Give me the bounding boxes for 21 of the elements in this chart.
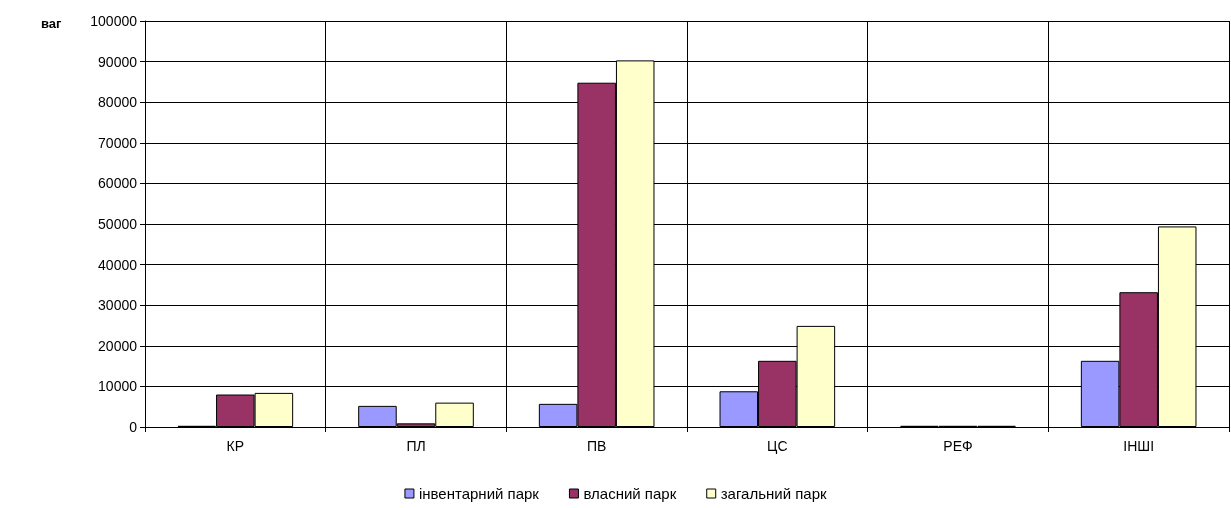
x-tick-label: ЦС <box>767 438 788 454</box>
y-tick-label: 70000 <box>98 134 138 151</box>
y-tick-label: 90000 <box>98 53 138 70</box>
y-tick-label: 0 <box>129 419 138 435</box>
x-tick-label: ПЛ <box>406 438 426 454</box>
legend-label: інвентарний парк <box>418 485 540 502</box>
y-tick-label: 20000 <box>98 337 138 354</box>
legend-label: власний парк <box>583 485 677 502</box>
y-tick-label: 30000 <box>98 297 138 314</box>
y-tick-label: 80000 <box>98 94 138 111</box>
x-tick-label: ПВ <box>586 438 607 454</box>
y-tick-label: 50000 <box>98 216 138 232</box>
x-tick-label: РЕФ <box>943 438 973 454</box>
y-tick-label: 100000 <box>90 13 138 29</box>
y-tick-label: 60000 <box>98 175 138 192</box>
y-axis-title: ваг <box>41 16 63 31</box>
y-tick-label: 10000 <box>98 378 138 395</box>
x-tick-label: ІНШІ <box>1123 438 1155 454</box>
legend-label: загальний парк <box>720 485 828 502</box>
x-tick-label: КР <box>226 438 245 454</box>
y-tick-label: 40000 <box>98 256 138 273</box>
